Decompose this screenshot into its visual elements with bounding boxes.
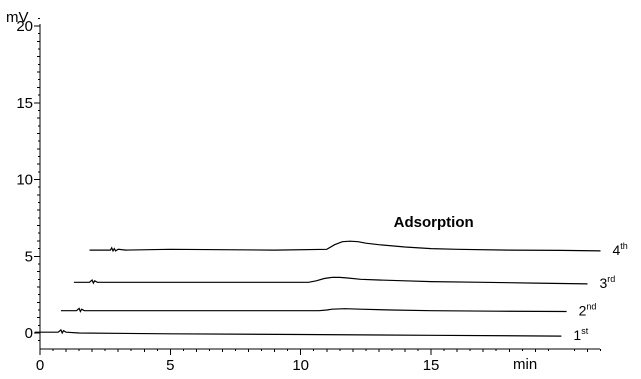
x-axis-unit: min: [513, 356, 537, 373]
y-tick-label: 0: [25, 325, 33, 342]
x-tick-label: 15: [423, 357, 440, 374]
y-tick-label: 10: [16, 172, 33, 189]
trace-4th: [89, 240, 601, 253]
annotation-adsorption: Adsorption: [394, 214, 474, 231]
y-tick-label: 5: [25, 248, 33, 265]
trace-label-4th: 4th: [613, 241, 628, 258]
trace-label-1st: 1st: [573, 326, 588, 343]
trace-3rd: [73, 276, 588, 285]
trace-label-2nd: 2nd: [579, 302, 597, 319]
traces: [34, 240, 601, 337]
ticks: [34, 17, 602, 355]
x-tick-label: 5: [166, 357, 174, 374]
trace-2nd: [60, 307, 567, 313]
trace-label-3rd: 3rd: [599, 274, 615, 291]
y-tick-label: 20: [16, 18, 33, 35]
x-tick-label: 0: [36, 357, 44, 374]
x-tick-label: 10: [292, 357, 309, 374]
tick-labels: 0 5 10 15 20 0 5 10 15: [16, 18, 439, 374]
y-axis-unit: mV: [6, 9, 29, 26]
axes: [39, 24, 600, 350]
trace-1st: [34, 328, 562, 337]
y-tick-label: 15: [16, 95, 33, 112]
